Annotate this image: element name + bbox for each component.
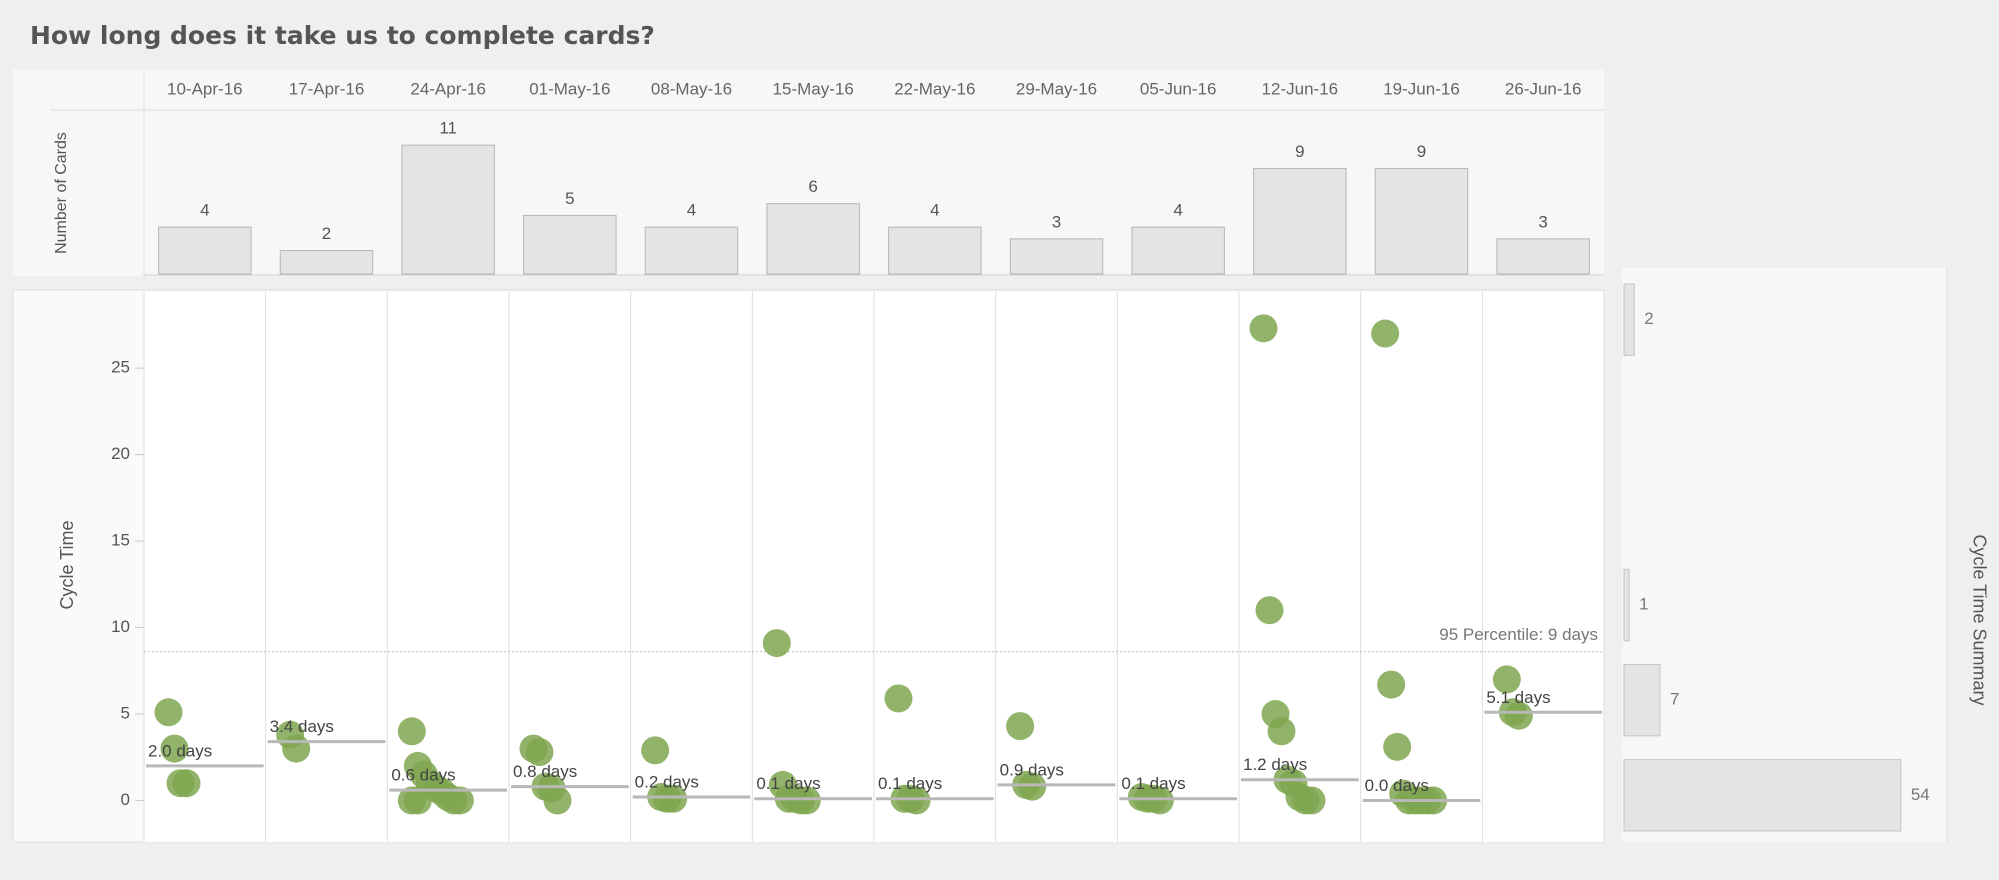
point <box>154 698 183 727</box>
point <box>543 786 572 815</box>
median-label: 2.0 days <box>148 741 212 760</box>
point <box>1492 665 1521 694</box>
category-label: 05-Jun-16 <box>1140 79 1217 98</box>
bar-label: 6 <box>808 177 817 196</box>
page-title: How long does it take us to complete car… <box>30 21 655 50</box>
hist-bar <box>1623 664 1661 737</box>
category-label: 24-Apr-16 <box>410 79 486 98</box>
hist-panel <box>1622 268 1947 842</box>
median-label: 0.6 days <box>391 766 455 785</box>
median-label: 1.2 days <box>1243 755 1307 774</box>
median-label: 0.8 days <box>513 762 577 781</box>
hist-label: 1 <box>1639 595 1648 614</box>
median-label: 0.9 days <box>1000 760 1064 779</box>
point <box>1145 786 1174 815</box>
point <box>282 734 311 763</box>
bar-label: 9 <box>1295 142 1304 161</box>
category-label: 22-May-16 <box>894 79 975 98</box>
category-label: 26-Jun-16 <box>1505 79 1582 98</box>
point <box>884 684 913 713</box>
bar <box>158 226 252 275</box>
bar <box>644 226 739 275</box>
hist-bar <box>1623 283 1635 356</box>
point <box>397 717 426 746</box>
bar-label: 4 <box>687 201 696 220</box>
bar <box>1374 168 1469 275</box>
hist-label: 2 <box>1644 309 1653 328</box>
median-label: 0.2 days <box>635 773 699 792</box>
bar-label: 4 <box>1173 201 1182 220</box>
point <box>902 786 931 815</box>
point <box>172 769 201 798</box>
category-label: 08-May-16 <box>651 79 732 98</box>
point <box>1255 596 1284 625</box>
bar-label: 3 <box>1052 212 1061 231</box>
point <box>1504 701 1533 730</box>
median-label: 0.0 days <box>1365 776 1429 795</box>
hist-label: 54 <box>1911 785 1930 804</box>
y-tick-label: 10 <box>111 617 130 636</box>
y-axis-title: Number of Cards <box>53 132 70 254</box>
median-label: 0.1 days <box>1121 774 1185 793</box>
point <box>1371 319 1400 348</box>
bar-label: 5 <box>565 189 574 208</box>
category-label: 15-May-16 <box>773 79 854 98</box>
y-tick-label: 15 <box>111 531 130 550</box>
point <box>641 736 670 765</box>
point <box>1377 670 1406 699</box>
bar <box>401 144 495 275</box>
median-label: 0.1 days <box>878 774 942 793</box>
point <box>525 738 554 767</box>
bar-label: 9 <box>1417 142 1426 161</box>
bar-label: 3 <box>1538 212 1547 231</box>
point <box>1018 772 1047 801</box>
bar <box>1496 238 1590 275</box>
category-label: 29-May-16 <box>1016 79 1097 98</box>
point <box>445 786 474 815</box>
bar-label: 4 <box>930 201 939 220</box>
y-tick-label: 5 <box>121 703 130 722</box>
category-label: 17-Apr-16 <box>289 79 365 98</box>
bar-label: 2 <box>322 224 331 243</box>
reference-label: 95 Percentile: 9 days <box>1439 625 1598 644</box>
point <box>1267 717 1296 746</box>
bar <box>766 203 860 275</box>
bar <box>888 226 982 275</box>
point <box>762 629 791 658</box>
point <box>1383 732 1412 761</box>
hist-bar <box>1623 759 1902 832</box>
category-label: 19-Jun-16 <box>1383 79 1460 98</box>
hist-bar <box>1623 568 1630 642</box>
hist-title: Cycle Time Summary <box>1969 534 1989 705</box>
point <box>792 786 821 815</box>
y-tick-label: 20 <box>111 444 130 463</box>
median-label: 5.1 days <box>1486 688 1550 707</box>
point <box>1297 786 1326 815</box>
bar <box>1253 168 1347 275</box>
point <box>1249 314 1278 343</box>
y-axis-title: Cycle Time <box>57 520 77 609</box>
point <box>659 784 688 813</box>
bar <box>523 214 617 275</box>
bar <box>1009 238 1104 275</box>
median-label: 3.4 days <box>270 717 334 736</box>
point <box>1006 712 1035 741</box>
bar <box>1131 226 1225 275</box>
y-tick-label: 25 <box>111 358 130 377</box>
hist-label: 7 <box>1670 690 1679 709</box>
point <box>160 734 189 763</box>
category-label: 10-Apr-16 <box>167 79 243 98</box>
point <box>403 786 432 815</box>
y-tick-label: 0 <box>121 790 130 809</box>
median-label: 0.1 days <box>756 774 820 793</box>
category-label: 01-May-16 <box>529 79 610 98</box>
bar-label: 4 <box>200 201 209 220</box>
bar <box>279 250 374 275</box>
bar-label: 11 <box>439 119 457 138</box>
category-label: 12-Jun-16 <box>1262 79 1339 98</box>
